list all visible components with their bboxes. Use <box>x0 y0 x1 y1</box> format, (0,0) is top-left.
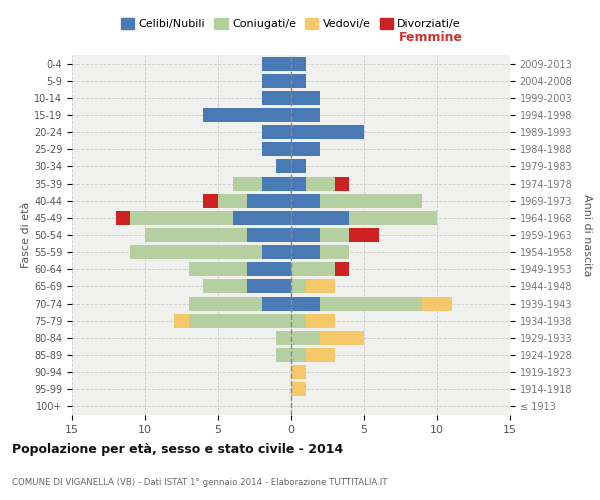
Legend: Celibi/Nubili, Coniugati/e, Vedovi/e, Divorziati/e: Celibi/Nubili, Coniugati/e, Vedovi/e, Di… <box>116 14 466 34</box>
Bar <box>291 331 320 345</box>
Bar <box>291 176 305 190</box>
Bar <box>335 262 349 276</box>
Bar <box>305 348 335 362</box>
Bar <box>247 194 291 207</box>
Bar <box>291 211 349 225</box>
Bar <box>277 348 291 362</box>
Bar <box>174 314 189 328</box>
Bar <box>291 280 305 293</box>
Bar <box>130 245 262 259</box>
Bar <box>203 194 218 207</box>
Bar <box>189 296 262 310</box>
Bar <box>320 245 349 259</box>
Bar <box>291 365 305 379</box>
Bar <box>320 194 422 207</box>
Bar <box>349 211 437 225</box>
Bar <box>291 262 335 276</box>
Bar <box>247 280 291 293</box>
Bar <box>262 296 291 310</box>
Bar <box>262 74 291 88</box>
Bar <box>277 160 291 173</box>
Bar <box>262 176 291 190</box>
Bar <box>233 176 262 190</box>
Bar <box>291 296 320 310</box>
Bar <box>291 91 320 105</box>
Bar <box>291 245 320 259</box>
Bar <box>291 74 305 88</box>
Bar <box>422 296 452 310</box>
Y-axis label: Anni di nascita: Anni di nascita <box>582 194 592 276</box>
Bar <box>305 314 335 328</box>
Bar <box>291 382 305 396</box>
Bar <box>291 348 305 362</box>
Bar <box>349 228 379 242</box>
Bar <box>320 228 349 242</box>
Bar <box>262 142 291 156</box>
Text: COMUNE DI VIGANELLA (VB) - Dati ISTAT 1° gennaio 2014 - Elaborazione TUTTITALIA.: COMUNE DI VIGANELLA (VB) - Dati ISTAT 1°… <box>12 478 388 487</box>
Bar <box>320 296 422 310</box>
Bar <box>291 142 320 156</box>
Bar <box>247 228 291 242</box>
Bar <box>291 125 364 139</box>
Bar <box>116 211 130 225</box>
Bar <box>203 280 247 293</box>
Bar <box>291 194 320 207</box>
Bar <box>262 91 291 105</box>
Bar <box>335 176 349 190</box>
Bar <box>291 108 320 122</box>
Bar <box>233 211 291 225</box>
Bar <box>218 194 247 207</box>
Bar <box>291 314 305 328</box>
Text: Femmine: Femmine <box>399 31 463 44</box>
Bar <box>247 262 291 276</box>
Bar <box>320 331 364 345</box>
Bar <box>305 280 335 293</box>
Bar <box>189 262 247 276</box>
Bar <box>262 125 291 139</box>
Bar <box>262 245 291 259</box>
Bar <box>145 228 247 242</box>
Bar <box>262 56 291 70</box>
Bar <box>189 314 291 328</box>
Text: Popolazione per età, sesso e stato civile - 2014: Popolazione per età, sesso e stato civil… <box>12 442 343 456</box>
Bar <box>291 56 305 70</box>
Bar <box>203 108 291 122</box>
Bar <box>277 331 291 345</box>
Bar <box>305 176 335 190</box>
Bar <box>291 160 305 173</box>
Y-axis label: Fasce di età: Fasce di età <box>21 202 31 268</box>
Bar <box>130 211 233 225</box>
Bar <box>291 228 320 242</box>
